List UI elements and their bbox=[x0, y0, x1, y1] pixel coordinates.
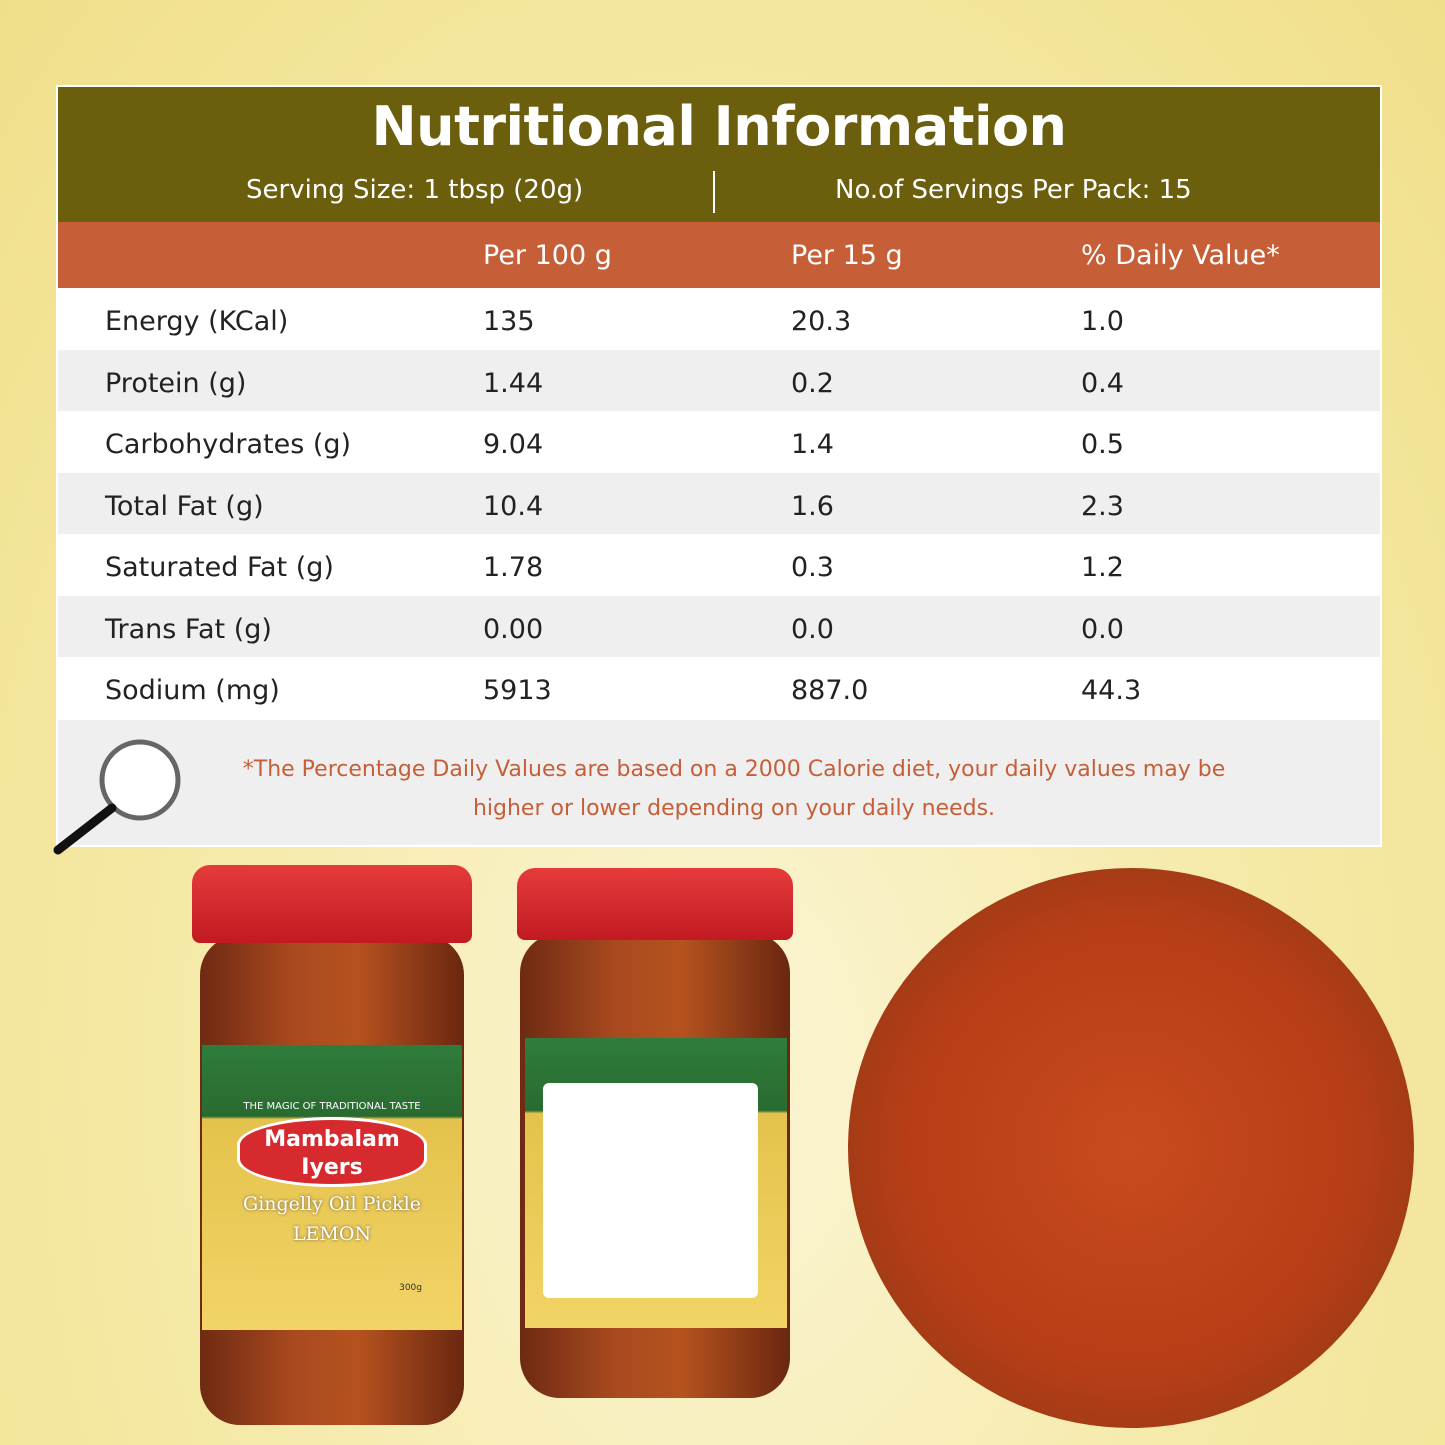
value-daily: 0.4 bbox=[1081, 367, 1124, 399]
magnifier-icon bbox=[53, 739, 181, 855]
product-tagline: THE MAGIC OF TRADITIONAL TASTE bbox=[243, 1101, 421, 1112]
table-row: Saturated Fat (g) 1.78 0.3 1.2 bbox=[58, 534, 1380, 596]
value-per-100g: 10.4 bbox=[483, 490, 544, 522]
panel-title: Nutritional Information bbox=[371, 95, 1067, 158]
panel-header: Nutritional Information Serving Size: 1 … bbox=[58, 87, 1380, 222]
value-daily: 1.2 bbox=[1081, 552, 1124, 583]
nutrient-name: Total Fat (g) bbox=[105, 490, 264, 522]
table-row: Protein (g) 1.44 0.2 0.4 bbox=[58, 349, 1380, 411]
table-row: Energy (KCal) 135 20.3 1.0 bbox=[58, 288, 1380, 350]
nutrient-name: Trans Fat (g) bbox=[105, 613, 272, 645]
value-per-100g: 135 bbox=[483, 306, 535, 337]
value-per-15g: 0.0 bbox=[791, 613, 834, 645]
value-per-15g: 1.6 bbox=[791, 490, 834, 522]
header-divider bbox=[713, 171, 715, 213]
value-daily: 2.3 bbox=[1081, 490, 1124, 522]
table-row: Carbohydrates (g) 9.04 1.4 0.5 bbox=[58, 411, 1380, 473]
value-per-15g: 0.2 bbox=[791, 367, 834, 399]
table-row: Trans Fat (g) 0.00 0.0 0.0 bbox=[58, 595, 1380, 657]
nutrition-rows: Energy (KCal) 135 20.3 1.0 Protein (g) 1.44 0.… bbox=[58, 288, 1380, 719]
product-name: Gingelly Oil Pickle bbox=[243, 1193, 421, 1215]
nutrient-name: Energy (KCal) bbox=[105, 306, 289, 337]
nutrition-panel: Nutritional Information Serving Size: 1 … bbox=[53, 85, 1382, 855]
serving-size: Serving Size: 1 tbsp (20g) bbox=[246, 175, 584, 205]
jar-front: THE MAGIC OF TRADITIONAL TASTE Mambalam … bbox=[192, 865, 472, 1430]
value-per-15g: 887.0 bbox=[791, 675, 869, 706]
footnote-area: *The Percentage Daily Values are based o… bbox=[53, 720, 1380, 855]
value-daily: 0.0 bbox=[1081, 613, 1124, 645]
nutrient-name: Protein (g) bbox=[105, 367, 247, 399]
col-per-100g: Per 100 g bbox=[483, 240, 612, 271]
nutrient-name: Saturated Fat (g) bbox=[105, 552, 334, 583]
jar-back bbox=[515, 868, 795, 1403]
servings-per-pack: No.of Servings Per Pack: 15 bbox=[835, 175, 1192, 205]
col-per-15g: Per 15 g bbox=[791, 240, 903, 271]
col-daily-value: % Daily Value* bbox=[1081, 240, 1280, 271]
value-daily: 44.3 bbox=[1081, 675, 1142, 706]
value-daily: 1.0 bbox=[1081, 306, 1124, 337]
back-label-panel bbox=[543, 1083, 758, 1298]
column-header: Per 100 g Per 15 g % Daily Value* bbox=[58, 222, 1380, 288]
value-per-100g: 0.00 bbox=[483, 613, 544, 645]
value-daily: 0.5 bbox=[1081, 429, 1124, 460]
nutrient-name: Sodium (mg) bbox=[105, 675, 280, 706]
nutrient-name: Carbohydrates (g) bbox=[105, 429, 352, 460]
value-per-100g: 1.78 bbox=[483, 552, 544, 583]
brand-logo: Mambalam Iyers bbox=[237, 1117, 427, 1187]
footnote: *The Percentage Daily Values are based o… bbox=[242, 757, 1226, 821]
pickle-bowl-image bbox=[848, 868, 1414, 1428]
table-row: Total Fat (g) 10.4 1.6 2.3 bbox=[58, 472, 1380, 534]
value-per-100g: 1.44 bbox=[483, 367, 544, 399]
product-weight: 300g bbox=[399, 1283, 422, 1293]
value-per-100g: 9.04 bbox=[483, 429, 544, 460]
table-row: Sodium (mg) 5913 887.0 44.3 bbox=[58, 657, 1380, 719]
product-variant: LEMON bbox=[292, 1223, 372, 1245]
value-per-15g: 1.4 bbox=[791, 429, 834, 460]
value-per-100g: 5913 bbox=[483, 675, 552, 706]
value-per-15g: 20.3 bbox=[791, 306, 852, 337]
value-per-15g: 0.3 bbox=[791, 552, 834, 583]
